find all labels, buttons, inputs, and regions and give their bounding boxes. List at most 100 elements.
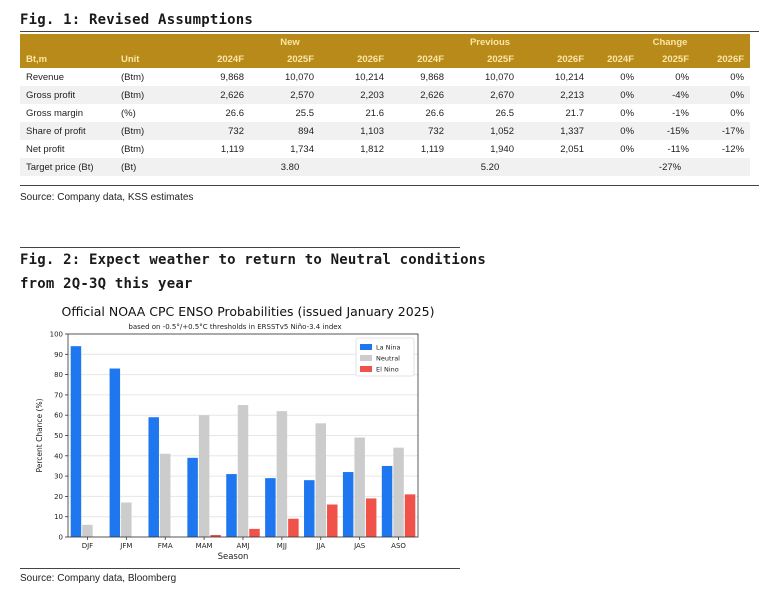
x-tick-label: JJA: [315, 542, 325, 550]
bar-el-nino: [210, 534, 221, 537]
table-cell: 2,213: [520, 86, 591, 104]
bar-el-nino: [249, 528, 260, 537]
fig2-source: Source: Company data, Bloomberg: [20, 573, 177, 584]
fig2-bottom-rule: [20, 568, 460, 569]
y-tick-label: 10: [54, 513, 63, 521]
row-label: Share of profit: [20, 122, 115, 140]
x-tick-label: AMJ: [237, 542, 250, 550]
table-cell: 2,670: [450, 86, 520, 104]
x-tick-label: MAM: [196, 542, 213, 550]
table-cell: -17%: [695, 122, 751, 140]
table-cell: (Btm): [115, 122, 190, 140]
table-cell: 2,626: [190, 86, 250, 104]
table-cell: 26.6: [390, 104, 450, 122]
y-tick-label: 40: [54, 452, 63, 460]
bar-la-nina: [304, 480, 315, 537]
bar-neutral: [198, 415, 210, 537]
legend-swatch: [360, 366, 372, 372]
x-tick-label: FMA: [158, 542, 173, 550]
assumptions-table: New Previous Change Bt,m Unit 2024F 2025F 20…: [20, 34, 751, 176]
bar-el-nino: [404, 494, 416, 537]
table-cell: 10,214: [320, 68, 390, 86]
table-row: Revenue (Btm) 9,868 10,070 10,214 9,868 10,070…: [20, 68, 751, 86]
column-header: 2024F: [590, 51, 641, 68]
table-cell: -1%: [640, 104, 696, 122]
column-header: 2024F: [190, 51, 250, 68]
header-blank: [20, 34, 115, 51]
chart-title: Official NOAA CPC ENSO Probabilities (is…: [61, 304, 434, 319]
plot-frame: [67, 333, 419, 538]
y-tick-label: 80: [54, 371, 63, 379]
bar-la-nina: [265, 478, 276, 537]
bar-el-nino: [327, 504, 338, 537]
table-cell: (%): [115, 104, 190, 122]
table-row: Share of profit (Btm) 732 894 1,103 732 1,052 1…: [20, 122, 751, 140]
enso-chart-svg: Official NOAA CPC ENSO Probabilities (is…: [35, 304, 435, 562]
table-cell: 0%: [590, 140, 641, 158]
bar-neutral: [159, 453, 171, 537]
target-price-previous: 5.20: [390, 158, 591, 176]
bar-la-nina: [342, 472, 354, 537]
bar-la-nina: [381, 465, 393, 537]
table-cell: -12%: [695, 140, 751, 158]
table-cell: 1,734: [250, 140, 320, 158]
y-tick-label: 20: [54, 493, 63, 501]
table-cell: 26.6: [190, 104, 250, 122]
row-label: Net profit: [20, 140, 115, 158]
table-cell: 1,337: [520, 122, 591, 140]
bar-neutral: [354, 437, 365, 537]
chart-subtitle: based on -0.5°/+0.5°C thresholds in ERSS…: [128, 323, 341, 331]
y-tick-label: 0: [59, 534, 63, 542]
enso-chart: Official NOAA CPC ENSO Probabilities (is…: [20, 300, 440, 570]
table-cell: -15%: [640, 122, 696, 140]
table-cell: 1,103: [320, 122, 390, 140]
bar-neutral: [393, 447, 404, 537]
x-tick-label: MJJ: [277, 542, 287, 550]
bar-la-nina: [148, 417, 159, 537]
y-tick-label: 90: [54, 351, 63, 359]
table-cell: 10,070: [250, 68, 320, 86]
table-cell: 0%: [590, 86, 641, 104]
target-price-new: 3.80: [190, 158, 390, 176]
bar-el-nino: [288, 518, 299, 537]
x-tick-label: ASO: [391, 542, 406, 550]
legend-label: El Nino: [376, 366, 399, 374]
table-cell: 9,868: [190, 68, 250, 86]
row-label: Gross margin: [20, 104, 115, 122]
column-header: 2026F: [320, 51, 390, 68]
table-cell: 1,812: [320, 140, 390, 158]
y-axis-label: Percent Chance (%): [35, 398, 44, 472]
bar-neutral: [237, 405, 249, 537]
y-tick-label: 50: [54, 432, 63, 440]
table-cell: -4%: [640, 86, 696, 104]
table-cell: 0%: [590, 68, 641, 86]
header-blank: [115, 34, 190, 51]
table-cell: 732: [190, 122, 250, 140]
row-label: Target price (Bt): [20, 158, 115, 176]
x-tick-label: DJF: [82, 542, 93, 550]
table-cell: 0%: [695, 86, 751, 104]
table-row: Gross margin (%) 26.6 25.5 21.6 26.6 26.5 21.7 0…: [20, 104, 751, 122]
fig2-title-line1: Fig. 2: Expect weather to return to Neut…: [20, 252, 486, 268]
bar-neutral: [276, 411, 288, 537]
table-cell: 25.5: [250, 104, 320, 122]
table-cell: 0%: [695, 104, 751, 122]
table-cell: -11%: [640, 140, 696, 158]
column-header: Unit: [115, 51, 190, 68]
bar-la-nina: [109, 368, 121, 537]
table-cell: 10,070: [450, 68, 520, 86]
y-tick-label: 60: [54, 412, 63, 420]
table-cell: 21.6: [320, 104, 390, 122]
fig1-source: Source: Company data, KSS estimates: [20, 192, 194, 203]
table-row-target-price: Target price (Bt) (Bt) 3.80 5.20 -27%: [20, 158, 751, 176]
column-header: 2026F: [695, 51, 751, 68]
bar-neutral: [315, 423, 327, 537]
table-cell: 1,940: [450, 140, 520, 158]
bar-la-nina: [70, 346, 82, 537]
fig2-title-line2: from 2Q-3Q this year: [20, 276, 193, 292]
table-cell: 1,119: [190, 140, 250, 158]
x-tick-label: JAS: [353, 542, 366, 550]
legend-label: La Nina: [376, 344, 400, 352]
table-cell: 0%: [590, 122, 641, 140]
table-cell: 2,626: [390, 86, 450, 104]
